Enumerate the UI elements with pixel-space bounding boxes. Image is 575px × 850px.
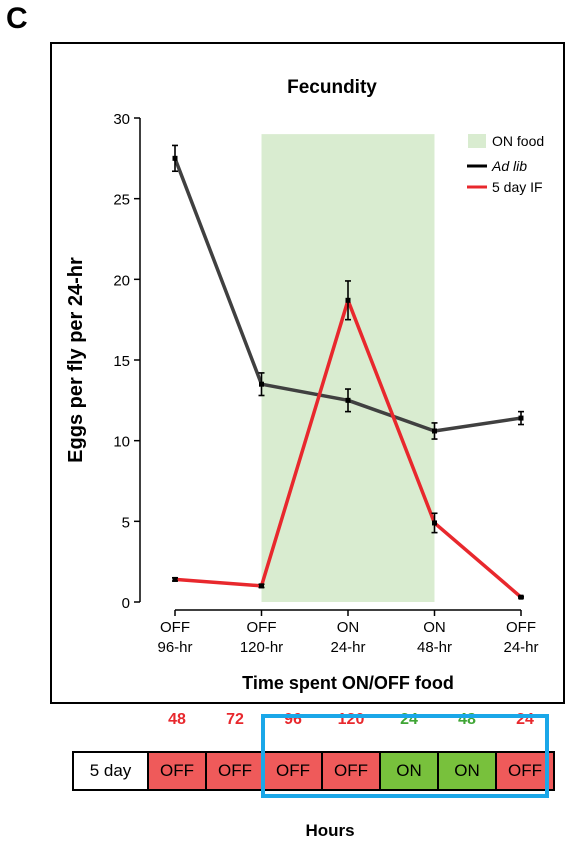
y-tick-label: 10 (113, 434, 130, 451)
on-food-region (261, 134, 435, 602)
data-point (172, 576, 178, 582)
chart-frame (50, 42, 565, 704)
y-axis-label: Eggs per fly per 24-hr (65, 257, 87, 463)
data-point (518, 594, 524, 600)
x-tick-label: 96-hr (157, 639, 192, 656)
data-point (259, 583, 264, 589)
x-tick-label: OFF (160, 619, 190, 636)
data-point (518, 415, 524, 421)
chart-title: Fecundity (287, 77, 377, 98)
y-tick-label: 5 (122, 514, 130, 531)
highlight-box (261, 714, 549, 798)
legend-label-1: Ad lib (491, 158, 527, 174)
x-tick-label: 120-hr (240, 639, 283, 656)
x-tick-label: 24-hr (330, 639, 365, 656)
schedule-box-off: OFF (321, 751, 381, 791)
x-tick-label: ON (337, 619, 360, 636)
data-point (432, 520, 437, 526)
schedule-hours-label: 48 (168, 711, 186, 728)
schedule-hours-label: 72 (226, 711, 244, 728)
y-tick-label: 20 (113, 272, 130, 289)
x-tick-label: OFF (506, 619, 536, 636)
x-axis-label: Time spent ON/OFF food (242, 673, 454, 693)
feeding-schedule: 5 day OFF 48 OFF 72 OFF 96 OFF 120 ON 24 ON 48 OFF 24 … (0, 708, 575, 850)
data-point (172, 155, 178, 161)
panel-letter: C (6, 2, 28, 35)
y-tick-label: 25 (113, 192, 130, 209)
schedule-box-off: OFF (205, 751, 265, 791)
legend-label-2: 5 day IF (492, 179, 543, 195)
x-tick-label: 48-hr (417, 639, 452, 656)
schedule-box-off: OFF (263, 751, 323, 791)
schedule-box-on: ON (437, 751, 497, 791)
y-tick-label: 0 (122, 595, 130, 612)
y-tick-label: 30 (113, 111, 130, 128)
schedule-box-start: 5 day (72, 751, 149, 791)
legend-label-on-food: ON food (492, 133, 544, 149)
schedule-box-on: ON (379, 751, 439, 791)
data-point (345, 397, 351, 403)
schedule-box-off: OFF (147, 751, 207, 791)
y-tick-label: 15 (113, 353, 130, 370)
x-tick-label: 24-hr (503, 639, 538, 656)
hours-label: Hours (305, 821, 355, 840)
fecundity-chart: 0 5 10 15 20 25 30 OFF 96-hr OFF 120-hr ON 24-hr ON 48… (65, 77, 544, 693)
x-tick-label: OFF (247, 619, 277, 636)
x-tick-label: ON (423, 619, 446, 636)
legend-swatch-on-food (468, 134, 486, 148)
data-point (259, 381, 264, 387)
data-point (345, 297, 351, 303)
data-point (432, 428, 437, 434)
